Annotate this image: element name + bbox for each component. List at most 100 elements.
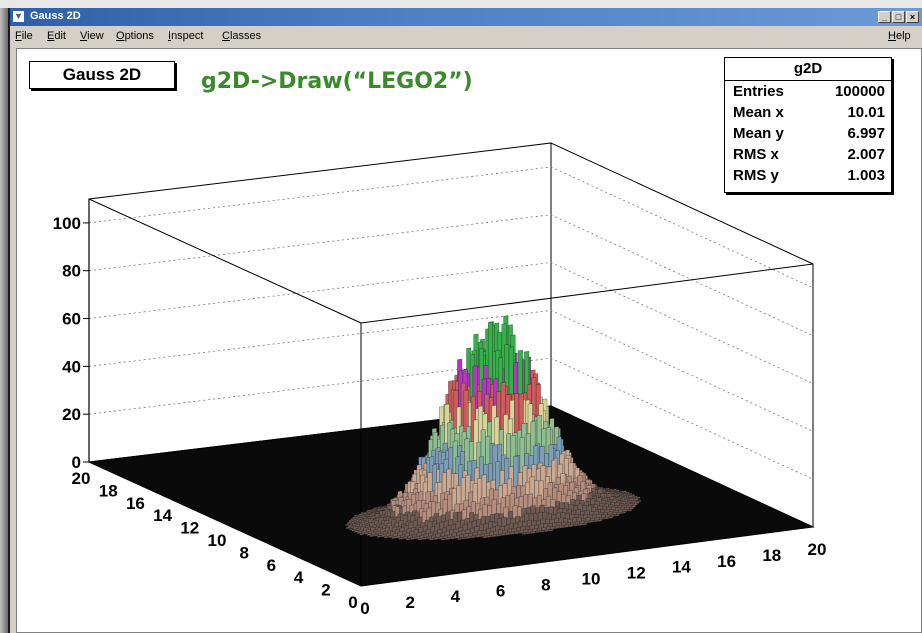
stats-title: g2D	[725, 58, 891, 81]
stats-row: Mean x 10.01	[725, 102, 891, 123]
stats-value: 2.007	[847, 146, 885, 163]
lego-bar	[621, 511, 626, 514]
lego-bar	[629, 507, 634, 510]
y-tick-label: 0	[348, 593, 357, 612]
x-tick-label: 6	[496, 581, 505, 600]
x-tick-label: 8	[541, 575, 550, 594]
histogram-title-box: Gauss 2D	[29, 61, 175, 89]
menu-help[interactable]: Help	[888, 30, 911, 42]
lego-bar	[518, 530, 524, 534]
menu-edit[interactable]: Edit	[47, 30, 66, 42]
y-tick-label: 16	[126, 494, 145, 513]
maximize-icon[interactable]: □	[892, 11, 905, 23]
z-tick-label: 20	[62, 405, 81, 424]
desktop-top-strip	[0, 0, 922, 8]
lego-bar	[632, 503, 638, 506]
stats-row: Entries 100000	[725, 81, 891, 102]
menu-classes[interactable]: Classes	[222, 30, 262, 42]
stats-label: Entries	[733, 83, 784, 100]
stats-value: 10.01	[847, 104, 885, 121]
stats-label: Mean y	[733, 125, 784, 142]
menu-bar: File Edit View Options Inspect Classes H…	[10, 27, 922, 45]
y-tick-label: 6	[267, 556, 276, 575]
menu-view[interactable]: View	[80, 30, 104, 42]
lego-bar	[559, 524, 565, 529]
lego-bar	[466, 535, 472, 539]
y-tick-label: 2	[321, 581, 330, 600]
desktop-left-strip	[0, 8, 8, 633]
lego-bar	[603, 516, 609, 520]
lego-bar	[530, 531, 536, 534]
y-tick-label: 4	[294, 568, 304, 587]
menu-options[interactable]: Options	[116, 30, 154, 42]
y-tick-label: 10	[208, 531, 227, 550]
close-icon[interactable]: ×	[906, 11, 919, 23]
window-title: Gauss 2D	[30, 10, 81, 22]
z-gridline	[88, 166, 814, 289]
lego-bar	[487, 535, 493, 538]
lego-bar	[410, 536, 416, 540]
plot-canvas[interactable]: 0 20 40 60 80 100 0 2 4 6 8 10 12 14 16 18 20 0 2 4 6 8 10 12 14…	[16, 48, 922, 633]
lego-bar	[509, 531, 515, 535]
application-window: ▼ Gauss 2D _ □ × File Edit View Options …	[8, 8, 922, 633]
box-edge	[360, 263, 814, 324]
x-tick-label: 14	[672, 558, 691, 577]
lego-bar	[514, 530, 520, 535]
y-tick-label: 18	[99, 481, 118, 500]
x-tick-label: 4	[451, 587, 461, 606]
x-tick-label: 2	[405, 593, 414, 612]
stats-box: g2D Entries 100000 Mean x 10.01 Mean y 6.99…	[724, 57, 892, 193]
lego-bar	[627, 509, 633, 512]
y-tick-label: 14	[153, 506, 172, 525]
lego-bar	[454, 535, 460, 539]
x-tick-label: 18	[762, 546, 781, 565]
y-tick-label: 8	[239, 543, 248, 562]
lego-bar	[588, 520, 594, 523]
menu-inspect[interactable]: Inspect	[168, 30, 204, 42]
lego-bar	[573, 523, 578, 527]
lego-bar	[536, 527, 542, 532]
lego-bar	[450, 536, 455, 540]
lego-bar	[496, 533, 502, 537]
lego-bar	[614, 513, 620, 517]
minimize-icon[interactable]: _	[878, 11, 891, 23]
stats-label: RMS x	[733, 146, 779, 163]
stats-row: Mean y 6.997	[725, 123, 891, 144]
title-bar[interactable]: ▼ Gauss 2D _ □ ×	[10, 8, 922, 26]
stats-row: RMS y 1.003	[725, 165, 891, 186]
stats-value: 1.003	[847, 167, 885, 184]
z-gridline	[88, 214, 814, 337]
z-gridline	[88, 262, 814, 384]
lego-bar	[610, 514, 615, 517]
lego-bar	[597, 519, 603, 522]
lego-bar	[564, 524, 569, 528]
lego-bar	[546, 526, 551, 531]
lego-bar	[635, 496, 641, 500]
window-menu-icon[interactable]: ▼	[13, 11, 24, 22]
stats-label: RMS y	[733, 167, 779, 184]
lego-bar	[491, 534, 497, 538]
lego-bar	[505, 531, 511, 536]
lego-bar	[433, 536, 439, 540]
lego-bar	[616, 511, 622, 515]
x-tick-label: 20	[808, 540, 827, 559]
lego-bar	[548, 529, 554, 532]
z-gridline	[88, 309, 814, 432]
stats-label: Mean x	[733, 104, 784, 121]
lego-bar	[544, 529, 550, 532]
menu-file[interactable]: File	[15, 30, 33, 42]
lego-bar	[438, 536, 444, 540]
z-tick-label: 0	[72, 453, 81, 472]
lego-bar	[608, 516, 614, 519]
z-tick-label: 60	[62, 310, 81, 329]
x-tick-label: 12	[627, 564, 646, 583]
lego-bar	[555, 525, 560, 529]
x-tick-label: 16	[717, 552, 736, 571]
box-edge	[88, 198, 362, 324]
lego-bar	[618, 509, 624, 513]
z-tick-label: 100	[53, 214, 81, 233]
y-tick-label: 20	[72, 469, 91, 488]
z-gridline	[88, 357, 814, 480]
lego-bar	[445, 537, 451, 540]
